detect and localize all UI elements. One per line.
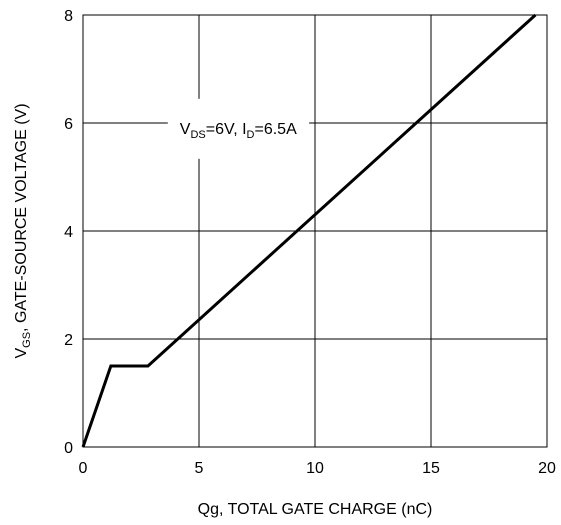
x-tick-label: 10 <box>306 460 324 477</box>
y-tick-label: 2 <box>64 332 73 349</box>
x-tick-label: 15 <box>422 460 440 477</box>
annotation-segment: V <box>180 121 191 138</box>
x-tick-label: 20 <box>538 460 556 477</box>
tick-labels: 0 5 10 15 20 0 2 4 6 8 <box>64 8 556 477</box>
annotation-text: VDS=6V, ID=6.5A <box>180 121 297 141</box>
y-tick-label: 8 <box>64 8 73 25</box>
annotation-group: VDS=6V, ID=6.5A <box>167 98 310 159</box>
y-tick-label: 0 <box>64 440 73 457</box>
annotation-segment: =6.5A <box>254 121 297 138</box>
grid <box>83 15 547 447</box>
annotation-background <box>167 98 310 159</box>
y-axis-label-prefix: V <box>13 348 30 359</box>
y-tick-label: 4 <box>64 224 73 241</box>
series-group <box>81 13 537 448</box>
y-axis-label-rest: , GATE-SOURCE VOLTAGE (V) <box>13 103 30 331</box>
y-axis-label-subscript: GS <box>21 332 33 348</box>
plot-frame <box>82 14 548 448</box>
x-tick-label: 5 <box>195 460 204 477</box>
x-tick-label: 0 <box>79 460 88 477</box>
annotation-segment: =6V, I <box>206 121 247 138</box>
axis-labels: Qg, TOTAL GATE CHARGE (nC)VGS, GATE-SOUR… <box>13 103 432 518</box>
y-axis-label: VGS, GATE-SOURCE VOLTAGE (V) <box>13 103 33 358</box>
series-line <box>81 13 537 448</box>
y-tick-label: 6 <box>64 116 73 133</box>
annotation-subscript: D <box>247 129 255 141</box>
annotation-subscript: DS <box>190 129 205 141</box>
x-axis-label: Qg, TOTAL GATE CHARGE (nC) <box>198 501 433 518</box>
